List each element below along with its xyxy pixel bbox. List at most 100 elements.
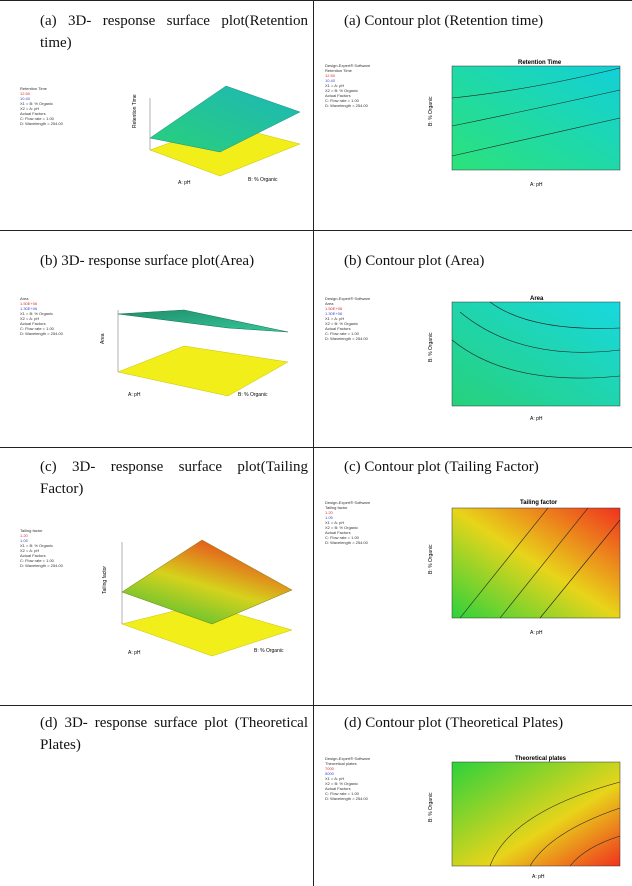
- contour-plot-tailing: Tailing factor A: pH B: % Organic: [428, 500, 621, 636]
- surface-mesh: [149, 85, 301, 153]
- y-axis-label: B: % Organic: [428, 792, 434, 822]
- actual-factor-c: C: Flow rate = 1.00: [20, 326, 54, 331]
- legend-high: 12.50: [325, 73, 336, 78]
- surface-plot-retention: Retention Time A: pH B: % Organic: [132, 85, 301, 186]
- factor-x2: X2 = B: % Organic: [325, 321, 359, 326]
- factor-x1: X1 = B: % Organic: [20, 101, 54, 106]
- x-axis-label: A: pH: [530, 630, 543, 636]
- actual-factor-c: C: Flow rate = 1.00: [325, 535, 359, 540]
- actual-factor-c: C: Flow rate = 1.00: [325, 331, 359, 336]
- legend-high: 1.20: [325, 510, 333, 515]
- contour-legend-tailing: Design-Expert® Software Tailing factor 1…: [325, 500, 435, 580]
- factor-x1: X1 = A: pH: [325, 316, 345, 321]
- caption-surface-retention: (a) 3D- response surface plot(Retention …: [40, 13, 308, 51]
- actual-factor-c: C: Flow rate = 1.00: [325, 791, 359, 796]
- legend-title: Retention Time: [325, 68, 352, 73]
- z-axis-label: Area: [100, 333, 106, 344]
- table-border-top: [0, 0, 632, 1]
- y-axis-label: B: % Organic: [428, 332, 434, 362]
- surface-legend-tailing: Tailing factor 1.20 1.05 X1 = B: % Organ…: [20, 528, 90, 578]
- actual-factor-c: C: Flow rate = 1.00: [20, 558, 54, 563]
- surface-legend-area: Area 1.50E+06 1.30E+06 X1 = B: % Organic…: [20, 296, 90, 346]
- y-axis-label: B: % Organic: [428, 96, 434, 126]
- factor-x2: X2 = A: pH: [20, 316, 40, 321]
- x-axis-label: A: pH: [128, 392, 141, 398]
- actual-factors-label: Actual Factors: [20, 321, 46, 326]
- caption-surface-plates: (d) 3D- response surface plot (Theoretic…: [40, 715, 308, 753]
- actual-factor-d: D: Wavelength = 254.00: [20, 563, 63, 568]
- actual-factor-d: D: Wavelength = 254.00: [20, 331, 63, 336]
- z-axis-label: Retention Time: [132, 94, 138, 128]
- actual-factors-label: Actual Factors: [325, 786, 351, 791]
- actual-factor-d: D: Wavelength = 254.00: [325, 540, 368, 545]
- legend-high: 12.50: [20, 91, 31, 96]
- factor-x2: X2 = B: % Organic: [325, 525, 359, 530]
- surface-legend-retention: Retention Time 12.50 10.40 X1 = B: % Org…: [20, 86, 90, 136]
- legend-low: 10.40: [325, 78, 336, 83]
- factor-x2: X2 = A: pH: [20, 548, 40, 553]
- factor-x1: X1 = A: pH: [325, 83, 345, 88]
- contour-plot-plates: Theoretical plates A: pH B: % Organic: [428, 756, 621, 880]
- caption-contour-retention: (a) Contour plot (Retention time): [344, 13, 544, 29]
- legend-title: Tailing factor: [20, 528, 43, 533]
- legend-low: 1.05: [325, 515, 333, 520]
- legend-title: Retention Time: [20, 86, 47, 91]
- factor-x1: X1 = B: % Organic: [20, 543, 54, 548]
- x-axis-label: A: pH: [178, 180, 191, 186]
- legend-low: 10.40: [20, 96, 31, 101]
- caption-contour-plates: (d) Contour plot (Theoretical Plates): [344, 715, 564, 731]
- contour-legend-retention: Design-Expert® Software Retention Time 1…: [325, 63, 435, 133]
- actual-factors-label: Actual Factors: [20, 553, 46, 558]
- factor-x2: X2 = B: % Organic: [325, 781, 359, 786]
- actual-factors-label: Actual Factors: [325, 530, 351, 535]
- legend-high: 1.50E+06: [20, 301, 38, 306]
- legend-low: 1.30E+06: [325, 311, 343, 316]
- contour-area: [451, 65, 621, 171]
- legend-title: Tailing factor: [325, 505, 348, 510]
- y-axis-label: B: % Organic: [254, 648, 284, 654]
- actual-factors-label: Actual Factors: [325, 93, 351, 98]
- contour-plot-area: Area A: pH B: % Organic: [428, 296, 621, 422]
- y-axis-label: B: % Organic: [248, 177, 278, 183]
- factor-x1: X1 = A: pH: [325, 776, 345, 781]
- actual-factor-d: D: Wavelength = 254.00: [325, 103, 368, 108]
- contour-title: Theoretical plates: [515, 756, 567, 762]
- row-divider-3: [0, 705, 632, 706]
- factor-x1: X1 = B: % Organic: [20, 311, 54, 316]
- legend-low: 5000: [325, 771, 334, 776]
- row-divider-1: [0, 230, 632, 231]
- actual-factor-d: D: Wavelength = 254.00: [325, 336, 368, 341]
- software-label: Design-Expert® Software: [325, 296, 371, 301]
- contour-legend-plates: Design-Expert® Software Theoretical plat…: [325, 756, 435, 836]
- actual-factor-d: D: Wavelength = 254.00: [20, 121, 63, 126]
- legend-low: 1.30E+06: [20, 306, 38, 311]
- caption-surface-tailing: (c) 3D- response surface plot(Tailing Fa…: [40, 459, 308, 497]
- surface-plot-area: Area A: pH B: % Organic: [100, 309, 289, 398]
- actual-factors-label: Actual Factors: [325, 326, 351, 331]
- actual-factor-c: C: Flow rate = 1.00: [325, 98, 359, 103]
- actual-factors-label: Actual Factors: [20, 111, 46, 116]
- y-axis-label: B: % Organic: [238, 392, 268, 398]
- contour-legend-area: Design-Expert® Software Area 1.50E+06 1.…: [325, 296, 435, 366]
- surface-plot-tailing: Tailing factor A: pH B: % Organic: [102, 539, 293, 657]
- caption-contour-tailing: (c) Contour plot (Tailing Factor): [344, 459, 539, 475]
- software-label: Design-Expert® Software: [325, 756, 371, 761]
- legend-high: 1.50E+06: [325, 306, 343, 311]
- caption-surface-area: (b) 3D- response surface plot(Area): [40, 253, 255, 269]
- y-axis-label: B: % Organic: [428, 544, 434, 574]
- software-label: Design-Expert® Software: [325, 63, 371, 68]
- contour-plot-retention: Retention Time A: pH B: % Organic: [428, 60, 621, 188]
- factor-x2: X2 = B: % Organic: [325, 88, 359, 93]
- actual-factor-d: D: Wavelength = 254.00: [325, 796, 368, 801]
- factor-x2: X2 = A: pH: [20, 106, 40, 111]
- legend-title: Area: [325, 301, 334, 306]
- legend-title: Area: [20, 296, 29, 301]
- software-label: Design-Expert® Software: [325, 500, 371, 505]
- contour-title: Retention Time: [518, 60, 562, 66]
- z-axis-label: Tailing factor: [102, 566, 108, 594]
- caption-contour-area: (b) Contour plot (Area): [344, 253, 485, 269]
- legend-title: Theoretical plates: [325, 761, 357, 766]
- x-axis-label: A: pH: [530, 416, 543, 422]
- actual-factor-c: C: Flow rate = 1.00: [20, 116, 54, 121]
